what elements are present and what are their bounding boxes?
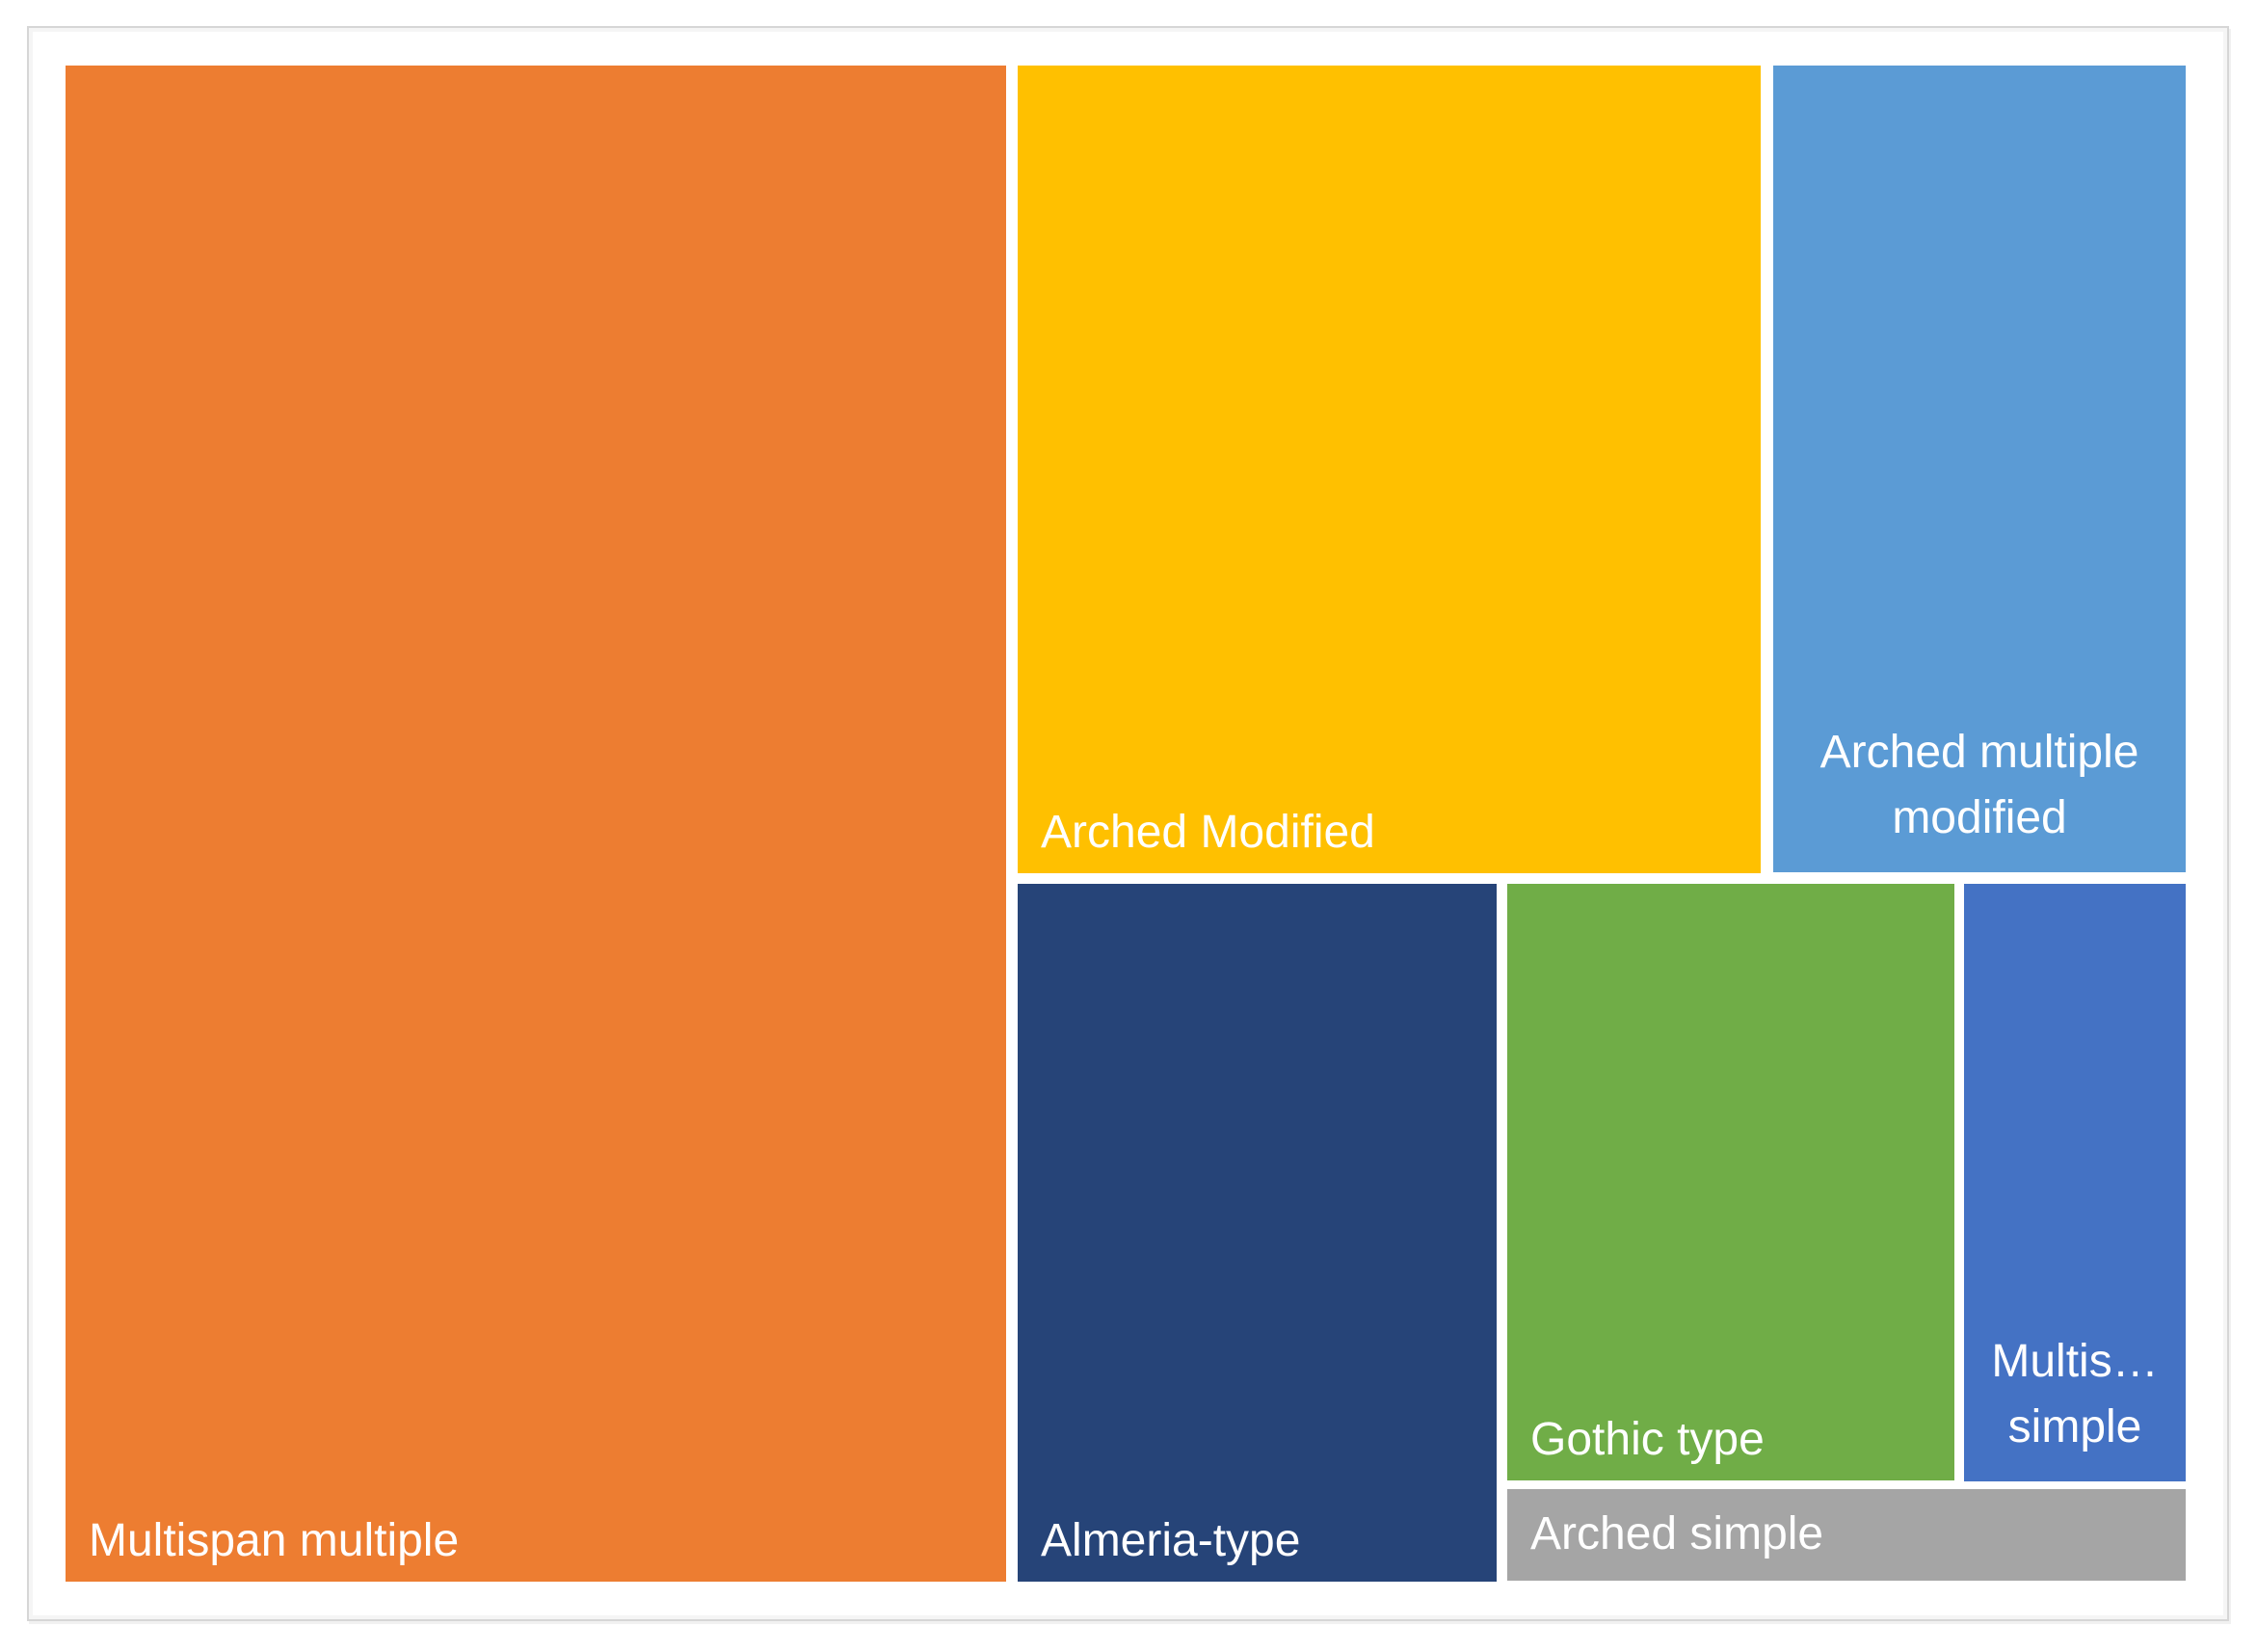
treemap-tile-arched-modified: Arched Modified xyxy=(1018,66,1762,873)
tile-label-line: Arched multiple xyxy=(1819,726,2139,778)
treemap-tile-multispan-simple: Multis… simple xyxy=(1964,883,2186,1481)
tile-label-line: Multis… xyxy=(1991,1335,2159,1387)
tile-label-line: simple xyxy=(2007,1400,2142,1452)
treemap-tile-arched-simple: Arched simple xyxy=(1507,1489,2186,1582)
treemap-tile-arched-multiple-modified: Arched multiple modified xyxy=(1773,66,2186,872)
tile-label-line: Arched simple xyxy=(1530,1508,1824,1560)
treemap-tile-multispan-multiple: Multispan multiple xyxy=(66,66,1006,1582)
tile-label-multispan-multiple: Multispan multiple xyxy=(89,1508,459,1574)
tile-label-multispan-simple: Multis… simple xyxy=(1991,1329,2158,1460)
tile-label-almeria-type: Almeria-type xyxy=(1041,1508,1300,1574)
treemap-chart-frame: Multispan multiple Arched Modified Arched … xyxy=(27,26,2229,1621)
tile-label-arched-simple: Arched simple xyxy=(1530,1502,1823,1567)
tile-label-arched-multiple-modified: Arched multiple modified xyxy=(1820,720,2139,851)
treemap-tile-gothic-type: Gothic type xyxy=(1507,883,1954,1480)
tile-label-line: Almeria-type xyxy=(1041,1514,1301,1566)
tile-label-line: Gothic type xyxy=(1530,1413,1765,1465)
tile-label-gothic-type: Gothic type xyxy=(1530,1407,1765,1473)
tile-label-line: Arched Modified xyxy=(1041,806,1375,858)
tile-label-line: Multispan multiple xyxy=(89,1514,460,1566)
treemap-plot: Multispan multiple Arched Modified Arched … xyxy=(66,66,2186,1582)
tile-label-arched-modified: Arched Modified xyxy=(1041,800,1375,866)
tile-label-line: modified xyxy=(1892,791,2067,843)
treemap-tile-almeria-type: Almeria-type xyxy=(1018,883,1497,1582)
